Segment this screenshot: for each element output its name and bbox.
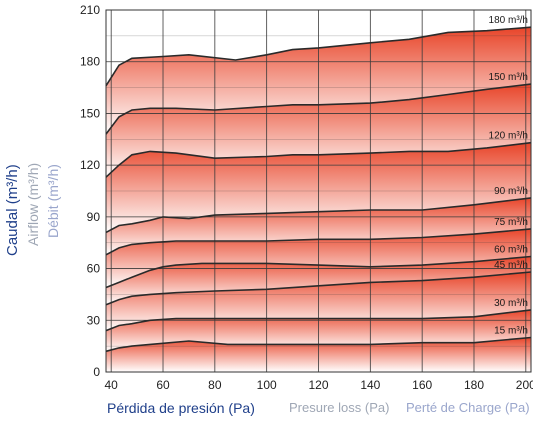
- series-label: 120 m³/h: [489, 131, 528, 142]
- y-tick-label: 60: [87, 262, 101, 276]
- x-tick-label: 180: [464, 378, 484, 392]
- series-label: 45 m³/h: [494, 260, 528, 271]
- y-tick-label: 150: [80, 106, 100, 120]
- x-tick-label: 100: [257, 378, 277, 392]
- series-label: 15 m³/h: [494, 326, 528, 337]
- x-tick-label: 160: [412, 378, 432, 392]
- y-tick-label: 30: [87, 313, 101, 327]
- series-line-5: [105, 228, 532, 256]
- series-label: 30 m³/h: [494, 298, 528, 309]
- series-line-3: [105, 141, 532, 178]
- y-tick-label: 90: [87, 210, 101, 224]
- series-label: 60 m³/h: [494, 245, 528, 256]
- series-line-1: [105, 26, 532, 87]
- y-tick-label: 180: [80, 55, 100, 69]
- series-line-2: [105, 83, 532, 135]
- series-line-4: [105, 197, 532, 234]
- x-tick-label: 80: [208, 378, 222, 392]
- grid: [106, 9, 531, 373]
- x-tick-label: 140: [360, 378, 380, 392]
- y-tick-label: 0: [93, 365, 100, 379]
- series-line-8: [105, 309, 532, 332]
- x-axis-ticks: 40 60 80 100 120 140 160 180 200: [105, 378, 533, 392]
- y-tick-label: 210: [80, 3, 100, 17]
- y-axis-ticks: 0 30 60 90 120 150 180 210: [80, 3, 100, 379]
- y-axis-label-en: Airflow (m³/h): [25, 162, 41, 246]
- y-axis-label-es: Caudal (m³/h): [4, 164, 21, 256]
- series-line-9: [105, 336, 532, 353]
- x-tick-label: 40: [105, 378, 119, 392]
- series-label: 90 m³/h: [494, 186, 528, 197]
- series-label: 180 m³/h: [489, 15, 528, 26]
- x-tick-label: 60: [156, 378, 170, 392]
- series-label: 150 m³/h: [489, 72, 528, 83]
- y-tick-label: 120: [80, 158, 100, 172]
- series-labels: 180 m³/h 150 m³/h 120 m³/h 90 m³/h 75 m³/h 60…: [489, 15, 528, 336]
- series-line-6: [105, 255, 532, 289]
- x-axis-label-fr: Perté de Charge (Pa): [406, 400, 530, 415]
- x-tick-label: 200: [516, 378, 533, 392]
- x-axis-label-en: Presure loss (Pa): [289, 400, 390, 415]
- x-axis-label-es: Pérdida de presión (Pa): [107, 400, 255, 416]
- series-lines: [105, 26, 532, 353]
- series-label: 75 m³/h: [494, 217, 528, 228]
- x-tick-label: 120: [308, 378, 328, 392]
- plot-frame: [105, 9, 532, 373]
- y-axis-label-fr: Débit (m³/h): [45, 164, 61, 238]
- series-line-7: [105, 271, 532, 306]
